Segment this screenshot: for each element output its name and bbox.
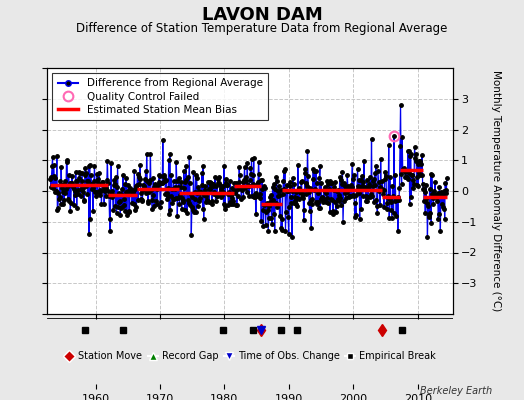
Legend: Station Move, Record Gap, Time of Obs. Change, Empirical Break: Station Move, Record Gap, Time of Obs. C… <box>62 348 439 364</box>
Text: LAVON DAM: LAVON DAM <box>202 6 322 24</box>
Text: Berkeley Earth: Berkeley Earth <box>420 386 493 396</box>
Legend: Difference from Regional Average, Quality Control Failed, Estimated Station Mean: Difference from Regional Average, Qualit… <box>52 73 268 120</box>
Text: Difference of Station Temperature Data from Regional Average: Difference of Station Temperature Data f… <box>77 22 447 35</box>
Y-axis label: Monthly Temperature Anomaly Difference (°C): Monthly Temperature Anomaly Difference (… <box>492 70 501 312</box>
